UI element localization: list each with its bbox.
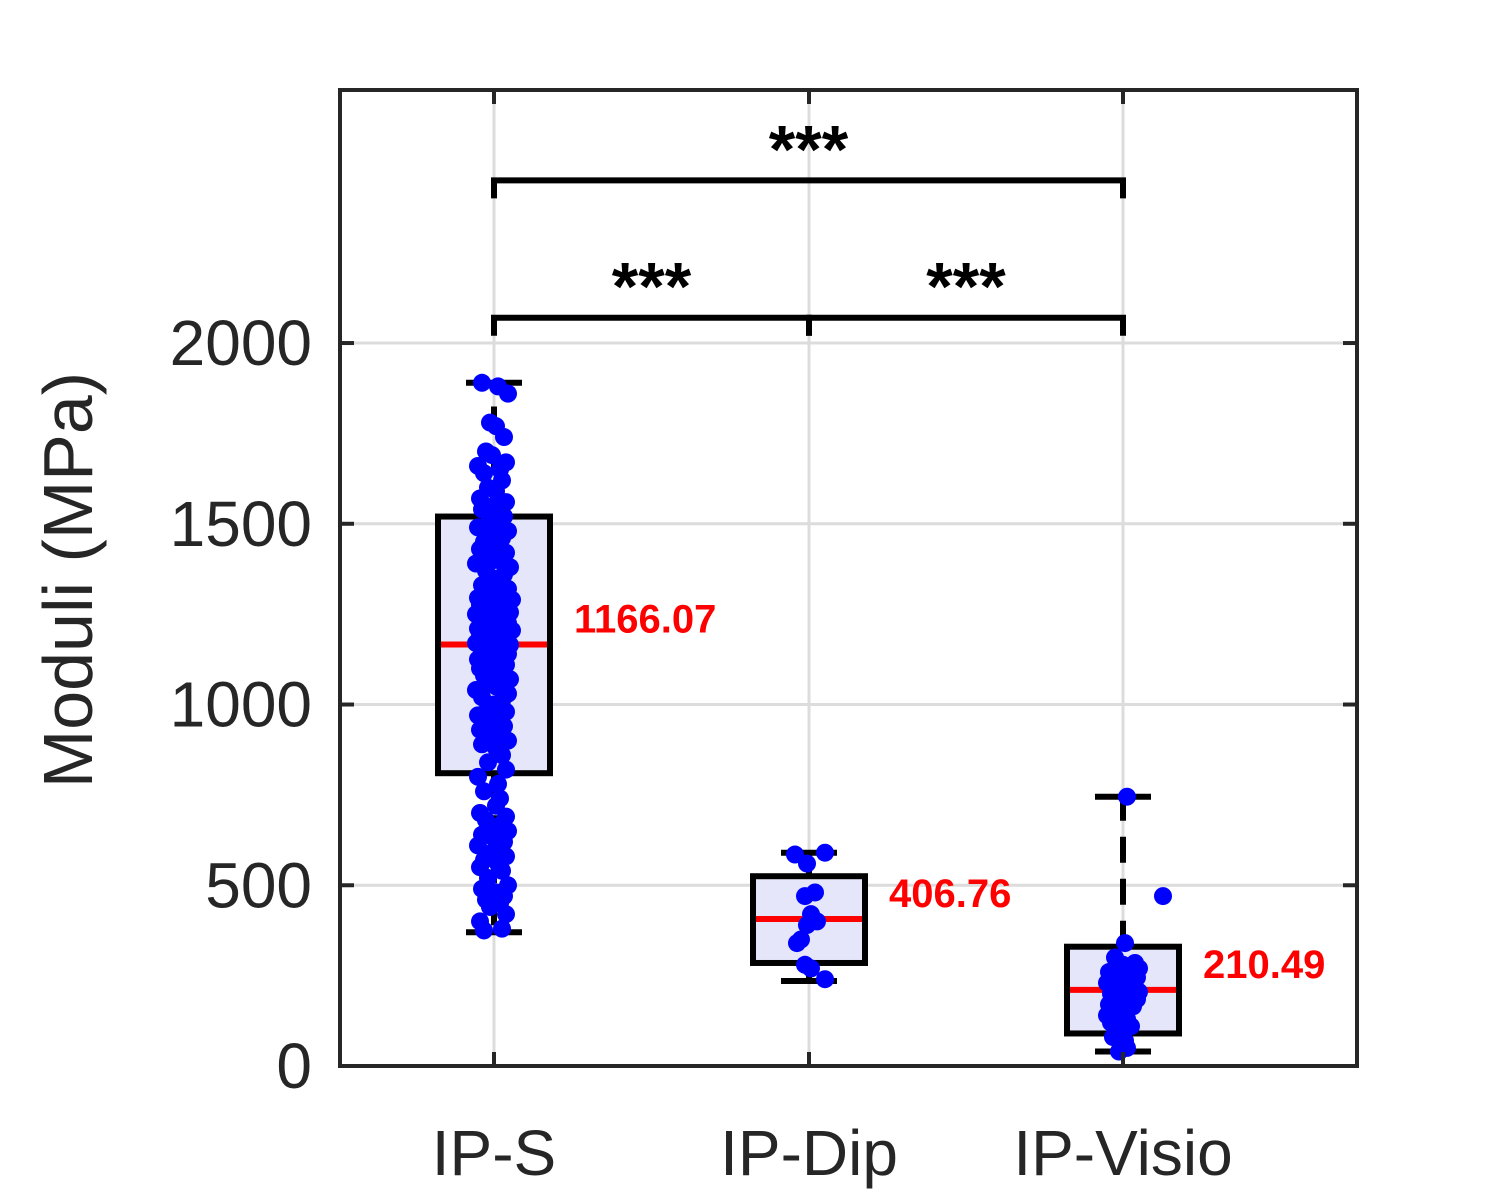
data-point-ip-dip bbox=[788, 934, 806, 953]
data-point-ip-s bbox=[475, 464, 493, 483]
data-point-ip-dip bbox=[802, 959, 820, 978]
data-point-ip-visio bbox=[1116, 934, 1134, 953]
data-point-ip-s bbox=[473, 735, 491, 754]
data-point-ip-dip bbox=[816, 970, 834, 989]
median-value-label-ip-s: 1166.07 bbox=[574, 597, 716, 641]
data-point-ip-s bbox=[483, 446, 501, 465]
data-point-ip-s bbox=[493, 746, 511, 765]
y-tick-label: 1500 bbox=[170, 488, 312, 560]
data-point-ip-s bbox=[481, 897, 499, 916]
significance-brackets: *** *** *** bbox=[491, 111, 1126, 336]
box-plot-layer: 1166.07 406.76 210.49 bbox=[435, 373, 1325, 1061]
data-point-ip-dip bbox=[796, 887, 814, 906]
data-point-ip-s bbox=[495, 428, 513, 447]
median-value-label-ip-dip: 406.76 bbox=[889, 872, 1011, 916]
data-point-ip-s bbox=[479, 753, 497, 772]
data-point-ip-dip bbox=[798, 916, 816, 935]
median-value-label-ip-visio: 210.49 bbox=[1203, 943, 1325, 987]
data-point-ip-visio bbox=[1118, 787, 1136, 806]
y-axis-label: Moduli (MPa) bbox=[29, 372, 107, 788]
data-point-ip-s bbox=[473, 373, 491, 392]
data-point-ip-s bbox=[497, 905, 515, 924]
significance-bracket bbox=[491, 177, 1126, 199]
axes-frame bbox=[338, 88, 1359, 1068]
tick-labels: 0 500 1000 1500 2000 IP-S IP-Dip IP-Visio bbox=[170, 307, 1233, 1189]
x-tick-label: IP-Visio bbox=[1013, 1117, 1232, 1189]
data-point-ip-s bbox=[475, 782, 493, 801]
y-tick-label: 0 bbox=[276, 1030, 312, 1102]
data-point-ip-visio bbox=[1110, 1042, 1128, 1061]
data-point-ip-s bbox=[469, 518, 487, 537]
data-point-ip-s bbox=[499, 384, 517, 403]
significance-label: *** bbox=[769, 111, 849, 187]
data-point-ip-s bbox=[469, 836, 487, 855]
data-point-ip-s bbox=[501, 670, 519, 689]
significance-bracket bbox=[806, 314, 1126, 336]
data-point-ip-s bbox=[497, 760, 515, 779]
y-tick-label: 2000 bbox=[170, 307, 312, 379]
significance-label: *** bbox=[612, 249, 692, 325]
axes bbox=[338, 88, 1359, 1068]
data-point-ip-s bbox=[493, 861, 511, 880]
y-tick-label: 1000 bbox=[170, 669, 312, 741]
y-tick-label: 500 bbox=[205, 849, 312, 921]
data-point-ip-s bbox=[475, 921, 493, 940]
data-point-ip-dip bbox=[816, 843, 834, 862]
data-point-ip-s bbox=[469, 767, 487, 786]
data-point-ip-s bbox=[489, 775, 507, 794]
significance-label: *** bbox=[926, 249, 1006, 325]
data-point-ip-s bbox=[493, 919, 511, 938]
x-tick-label: IP-Dip bbox=[720, 1117, 898, 1189]
data-point-ip-s bbox=[469, 706, 487, 725]
x-tick-label: IP-S bbox=[432, 1117, 556, 1189]
data-point-ip-visio bbox=[1154, 887, 1172, 906]
data-point-ip-dip bbox=[798, 854, 816, 873]
